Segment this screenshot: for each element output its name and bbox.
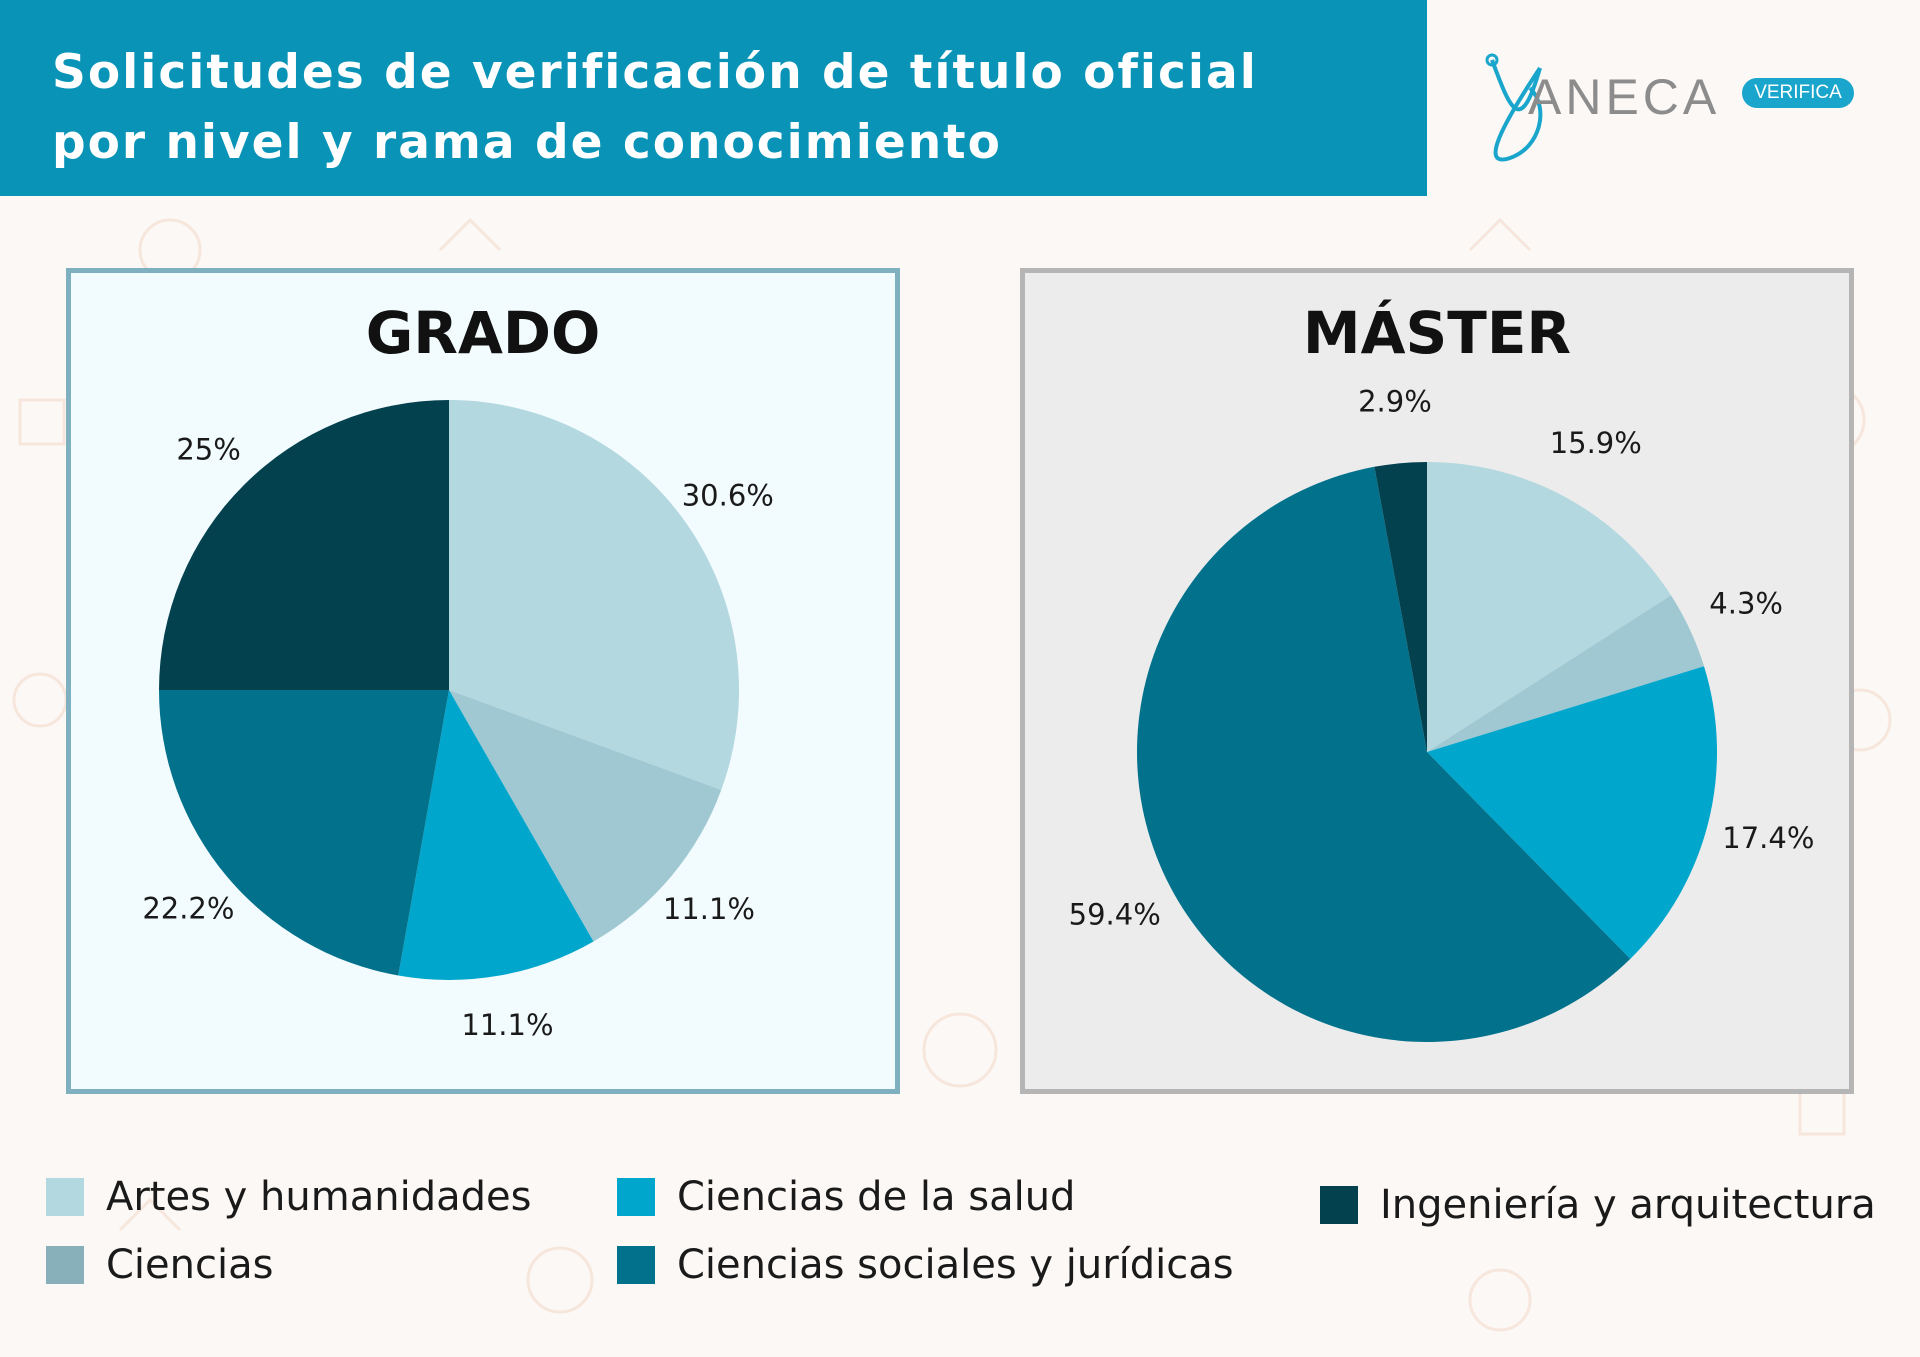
page-title: Solicitudes de verificación de título of…: [52, 38, 1392, 178]
legend-item-sociales: Ciencias sociales y jurídicas: [617, 1240, 1234, 1290]
title-line-1: Solicitudes de verificación de título of…: [52, 45, 1258, 100]
slice-data-label: 30.6%: [682, 478, 774, 512]
slice-artes: [449, 400, 740, 790]
slice-ingenieria: [159, 400, 449, 690]
legend-swatch: [1320, 1186, 1358, 1224]
aneca-logo: ANECA VERIFICA: [1480, 48, 1860, 178]
slice-data-label: 11.1%: [663, 892, 755, 926]
slice-data-label: 11.1%: [461, 1008, 553, 1042]
slice-salud: [1427, 666, 1717, 959]
legend-label: Ingeniería y arquitectura: [1380, 1182, 1876, 1228]
slice-ingenieria: [1374, 462, 1427, 752]
legend-label: Ciencias: [106, 1242, 274, 1288]
slice-ciencias: [1427, 595, 1705, 752]
slice-sociales: [1137, 466, 1631, 1042]
logo-symbol-icon: [1485, 53, 1543, 162]
legend-swatch: [46, 1178, 84, 1216]
logo-badge: VERIFICA: [1742, 78, 1854, 108]
title-line-2: por nivel y rama de conocimiento: [52, 115, 1002, 170]
chart-legend: Artes y humanidades Ciencias Ciencias de…: [0, 1160, 1920, 1310]
master-pie-chart: 15.9% 4.3% 17.4% 59.4% 2.9%: [1069, 384, 1814, 1042]
grado-pie-chart: 30.6% 11.1% 11.1% 22.2% 25%: [142, 400, 774, 1042]
slice-data-label: 2.9%: [1358, 384, 1432, 418]
grado-chart-panel: GRADO 30.6% 11.1% 11.1% 22.2% 25%: [66, 268, 900, 1094]
slice-sociales: [159, 690, 449, 976]
slice-data-label: 15.9%: [1550, 426, 1642, 460]
legend-item-artes: Artes y humanidades: [46, 1172, 531, 1222]
slice-data-label: 17.4%: [1722, 821, 1814, 855]
legend-item-ciencias: Ciencias: [46, 1240, 273, 1290]
slice-data-label: 25%: [176, 433, 240, 467]
slice-artes: [1427, 462, 1672, 752]
master-chart-panel: MÁSTER 15.9% 4.3% 17.4% 59.4% 2.9%: [1020, 268, 1854, 1094]
slice-data-label: 22.2%: [142, 891, 234, 925]
slice-salud: [398, 690, 594, 980]
legend-item-ingenieria: Ingeniería y arquitectura: [1320, 1180, 1876, 1230]
legend-label: Ciencias sociales y jurídicas: [677, 1242, 1234, 1288]
legend-label: Ciencias de la salud: [677, 1174, 1076, 1220]
legend-label: Artes y humanidades: [106, 1174, 532, 1220]
legend-swatch: [617, 1246, 655, 1284]
slice-ciencias: [449, 690, 722, 942]
header-banner: Solicitudes de verificación de título of…: [0, 0, 1427, 196]
grado-chart-title: GRADO: [365, 299, 601, 367]
legend-swatch: [46, 1246, 84, 1284]
master-chart-title: MÁSTER: [1302, 299, 1572, 367]
slice-data-label: 59.4%: [1069, 897, 1161, 931]
legend-item-salud: Ciencias de la salud: [617, 1172, 1075, 1222]
logo-brand-text: ANECA: [1528, 69, 1721, 125]
legend-swatch: [617, 1178, 655, 1216]
slice-data-label: 4.3%: [1709, 586, 1783, 620]
